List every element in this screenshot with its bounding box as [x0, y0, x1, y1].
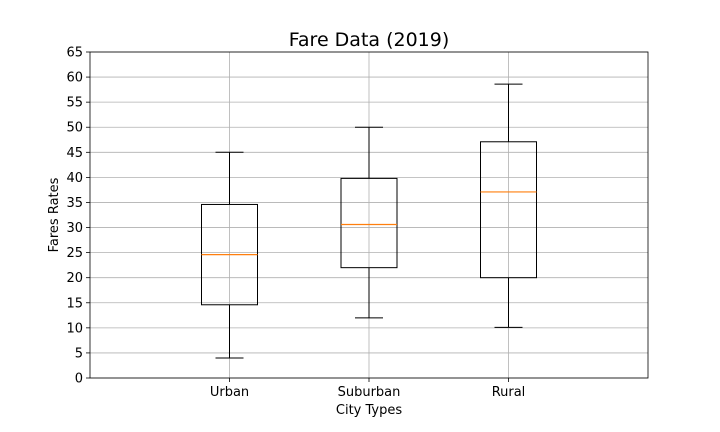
y-tick-label: 60	[66, 71, 83, 86]
y-tick-label: 65	[66, 46, 83, 61]
x-tick-label: Rural	[492, 385, 526, 400]
y-tick-label: 0	[75, 372, 83, 387]
iqr-box	[480, 141, 537, 279]
grid-lines	[90, 51, 648, 379]
y-tick-label: 55	[66, 96, 83, 111]
axes: 0 5 10 15 20 25 30 35 40 45 50 55 60 65 Urban Suburban R…	[66, 46, 649, 400]
y-tick-label: 45	[66, 146, 83, 161]
y-axis-label: Fares Rates	[47, 177, 62, 252]
y-tick-label: 35	[66, 196, 83, 211]
plot-frame	[89, 51, 649, 379]
y-tick-label: 20	[66, 271, 83, 286]
x-axis-label: City Types	[336, 403, 402, 418]
y-tick-label: 40	[66, 171, 83, 186]
box-urban	[201, 151, 258, 359]
y-tick-label: 15	[66, 296, 83, 311]
y-tick-label: 5	[75, 346, 83, 361]
x-tick-label: Suburban	[338, 385, 401, 400]
iqr-box	[340, 177, 398, 269]
y-tick-label: 30	[66, 221, 83, 236]
box-suburban	[340, 126, 398, 319]
y-tick-label: 10	[66, 321, 83, 336]
y-tick-label: 50	[66, 121, 83, 136]
box-group	[201, 83, 537, 359]
y-tick-label: 25	[66, 246, 83, 261]
chart-title: Fare Data (2019)	[289, 29, 450, 51]
x-tick-label: Urban	[210, 385, 249, 400]
box-rural	[480, 83, 537, 328]
